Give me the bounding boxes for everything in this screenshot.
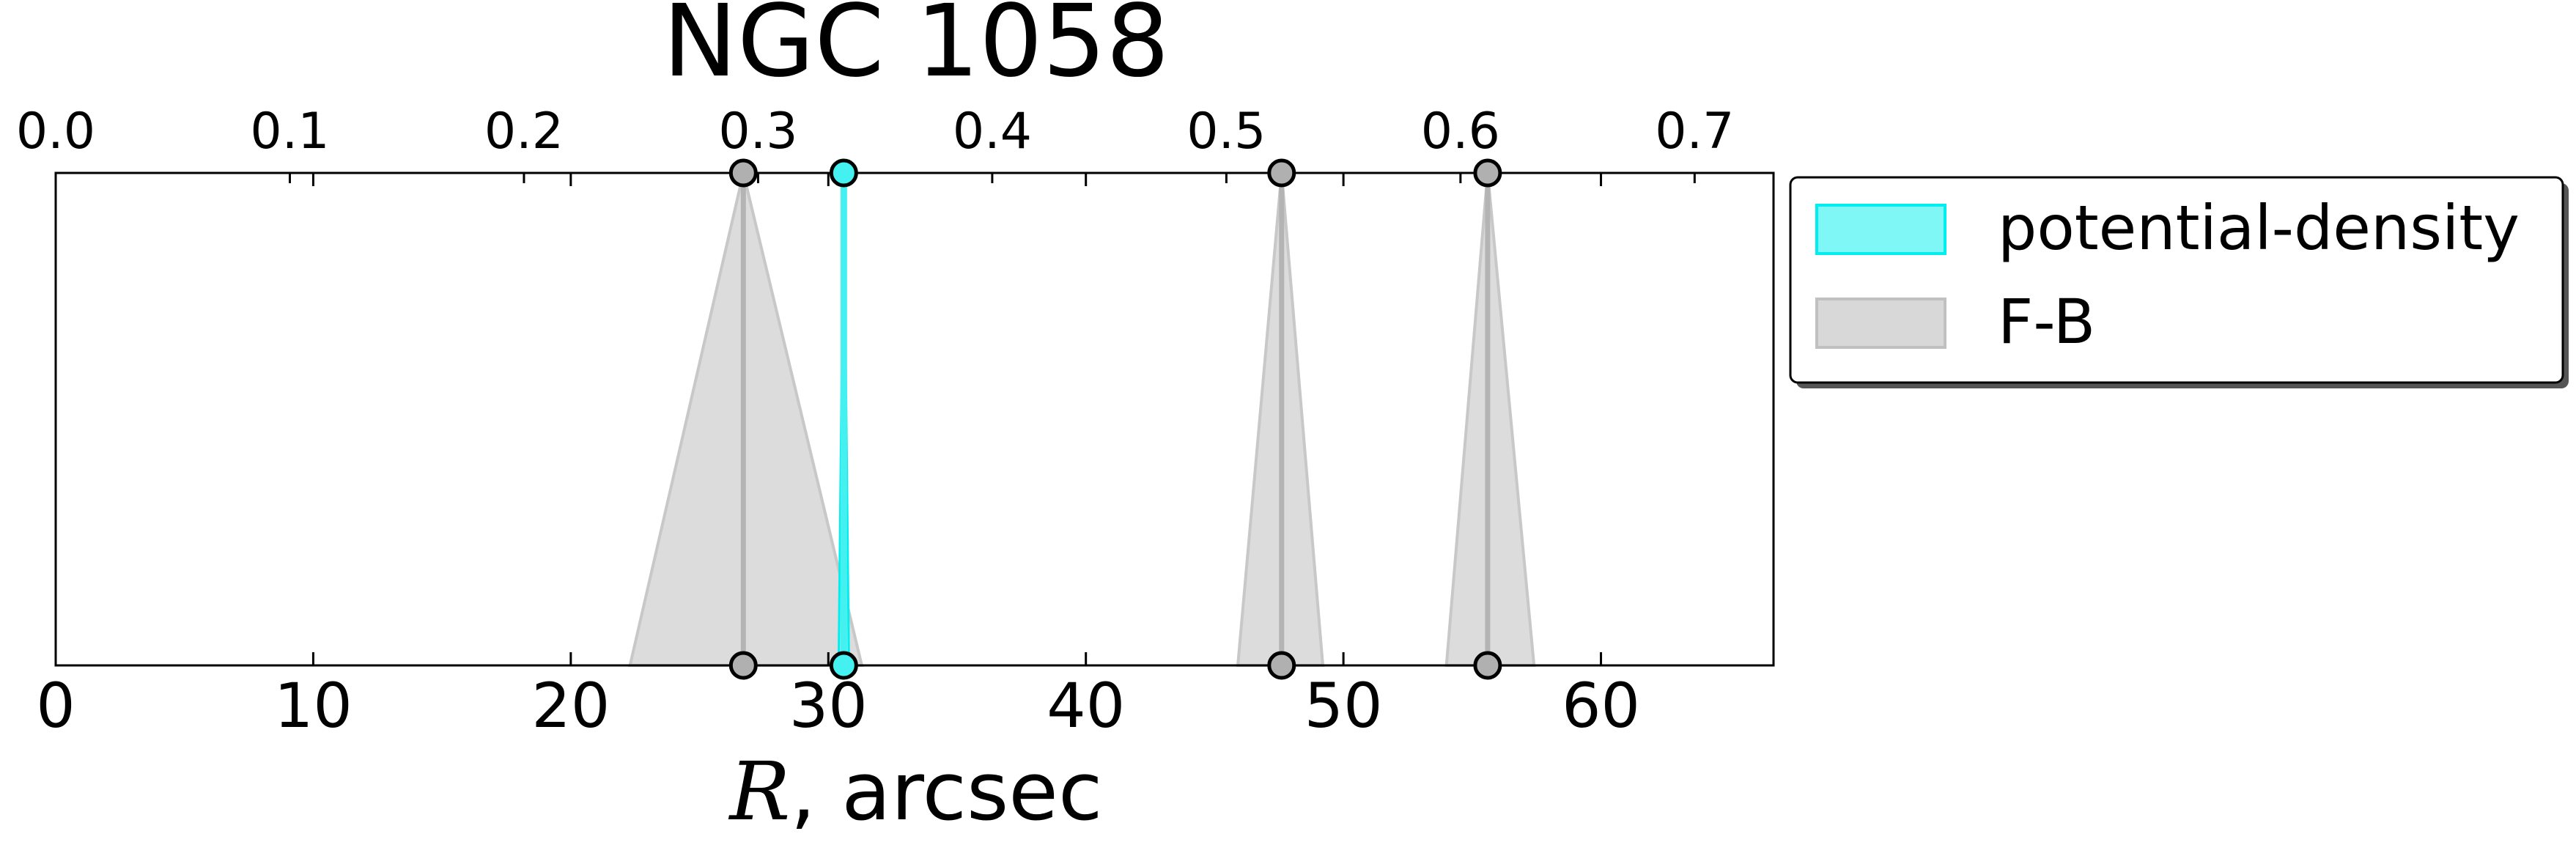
legend: potential-density F-B (1789, 176, 2569, 388)
fb-marker-bottom-2 (1267, 651, 1296, 680)
legend-swatch-F-B (1815, 298, 1946, 349)
markers-layer (728, 158, 1502, 680)
chart-title: NGC 1058 (663, 0, 1169, 100)
legend-entries: potential-density F-B (1815, 192, 2520, 358)
x-tick-label-30: 30 (789, 670, 868, 742)
top-tick-label-0.5: 0.5 (1186, 103, 1266, 160)
top-tick-label-0.0: 0.0 (16, 103, 95, 160)
x-tick-label-60: 60 (1562, 670, 1640, 742)
legend-box (1789, 176, 2564, 384)
top-tick-label-0.3: 0.3 (718, 103, 797, 160)
legend-label-potential-density: potential-density (1998, 192, 2520, 264)
bands-layer (628, 172, 1536, 667)
x-axis-top: 0.0 0.1 0.2 0.3 0.4 0.5 0.6 0.7 (16, 103, 1734, 183)
top-tick-label-0.2: 0.2 (484, 103, 564, 160)
x-tick-label-20: 20 (531, 670, 610, 742)
legend-label-F-B: F-B (1998, 286, 2095, 358)
x-tick-label-40: 40 (1047, 670, 1125, 742)
fb-marker-top-1 (728, 158, 758, 188)
pd-marker-top-1 (829, 158, 858, 188)
x-axis-bottom: 0 10 20 30 40 50 60 (36, 173, 1640, 742)
x-axis-label-rest: , arcsec (790, 745, 1102, 838)
fb-marker-top-3 (1473, 158, 1502, 188)
fb-band-3 (1444, 172, 1536, 667)
top-tick-label-0.4: 0.4 (953, 103, 1032, 160)
fb-band-1 (628, 172, 864, 667)
x-axis-label: R, arcsec (728, 745, 1103, 838)
pd-marker-bottom-1 (829, 651, 858, 680)
x-tick-label-50: 50 (1304, 670, 1383, 742)
plot-frame (54, 171, 1775, 667)
x-tick-label-10: 10 (274, 670, 353, 742)
fb-marker-bottom-1 (728, 651, 758, 680)
x-axis-label-italic: R (728, 745, 791, 838)
top-tick-label-0.6: 0.6 (1421, 103, 1500, 160)
fb-marker-top-2 (1267, 158, 1296, 188)
top-tick-label-0.7: 0.7 (1655, 103, 1734, 160)
fb-marker-bottom-3 (1473, 651, 1502, 680)
legend-swatch-potential-density (1815, 204, 1946, 255)
top-tick-label-0.1: 0.1 (250, 103, 329, 160)
x-tick-label-0: 0 (36, 670, 75, 742)
